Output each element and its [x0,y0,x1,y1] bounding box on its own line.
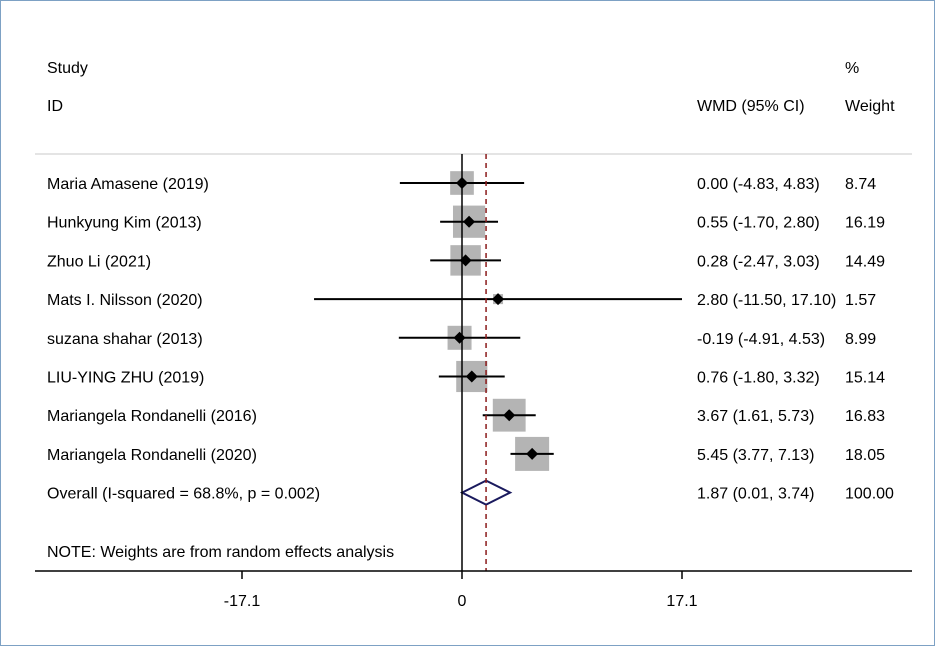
study-weight-text: 8.99 [845,331,876,348]
overall-ci-text: 1.87 (0.01, 3.74) [697,486,814,503]
study-weight-text: 15.14 [845,370,885,387]
study-point-estimate [492,293,505,306]
study-label: LIU-YING ZHU (2019) [47,370,204,387]
study-point-estimate [526,447,539,460]
plot-area: Study ID WMD (95% CI)% Weight Maria Amasene … [35,17,912,610]
study-label: Maria Amasene (2019) [47,176,209,193]
x-tick-label: 0 [458,593,467,610]
x-tick-label: -17.1 [224,593,261,610]
study-label: Mats I. Nilsson (2020) [47,292,203,309]
study-weight-text: 16.83 [845,408,885,425]
study-ci-text: 0.28 (-2.47, 3.03) [697,253,820,270]
study-weight-text: 16.19 [845,215,885,232]
study-point-estimate [463,215,476,228]
study-ci-text: 0.55 (-1.70, 2.80) [697,215,820,232]
overall-diamond [459,479,513,506]
header-id: ID [47,98,63,115]
study-weight-text: 8.74 [845,176,876,193]
header-study: Study [47,60,88,77]
header-wmd: WMD (95% CI) [697,98,805,115]
overall-weight-text: 100.00 [845,486,894,503]
study-weight-text: 18.05 [845,447,885,464]
study-label: suzana shahar (2013) [47,331,203,348]
study-point-estimate [465,370,478,383]
study-point-estimate [503,409,516,422]
header-weight: Weight [845,98,895,115]
study-weight-text: 1.57 [845,292,876,309]
x-tick-label: 17.1 [666,593,697,610]
study-weight-text: 14.49 [845,253,885,270]
study-label: Zhuo Li (2021) [47,253,151,270]
study-ci-text: 0.00 (-4.83, 4.83) [697,176,820,193]
study-label: Mariangela Rondanelli (2020) [47,447,257,464]
study-ci-text: 2.80 (-11.50, 17.10) [697,292,836,309]
study-label: Hunkyung Kim (2013) [47,215,202,232]
overall-label: Overall (I-squared = 68.8%, p = 0.002) [47,486,320,503]
study-ci-text: 5.45 (3.77, 7.13) [697,447,814,464]
header-percent: % [845,60,859,77]
study-label: Mariangela Rondanelli (2016) [47,408,257,425]
study-ci-text: 3.67 (1.61, 5.73) [697,408,814,425]
study-ci-text: 0.76 (-1.80, 3.32) [697,370,820,387]
forest-plot: Study ID WMD (95% CI)% Weight Maria Amasene … [35,60,912,610]
study-ci-text: -0.19 (-4.91, 4.53) [697,331,825,348]
note-text: NOTE: Weights are from random effects an… [47,544,394,561]
